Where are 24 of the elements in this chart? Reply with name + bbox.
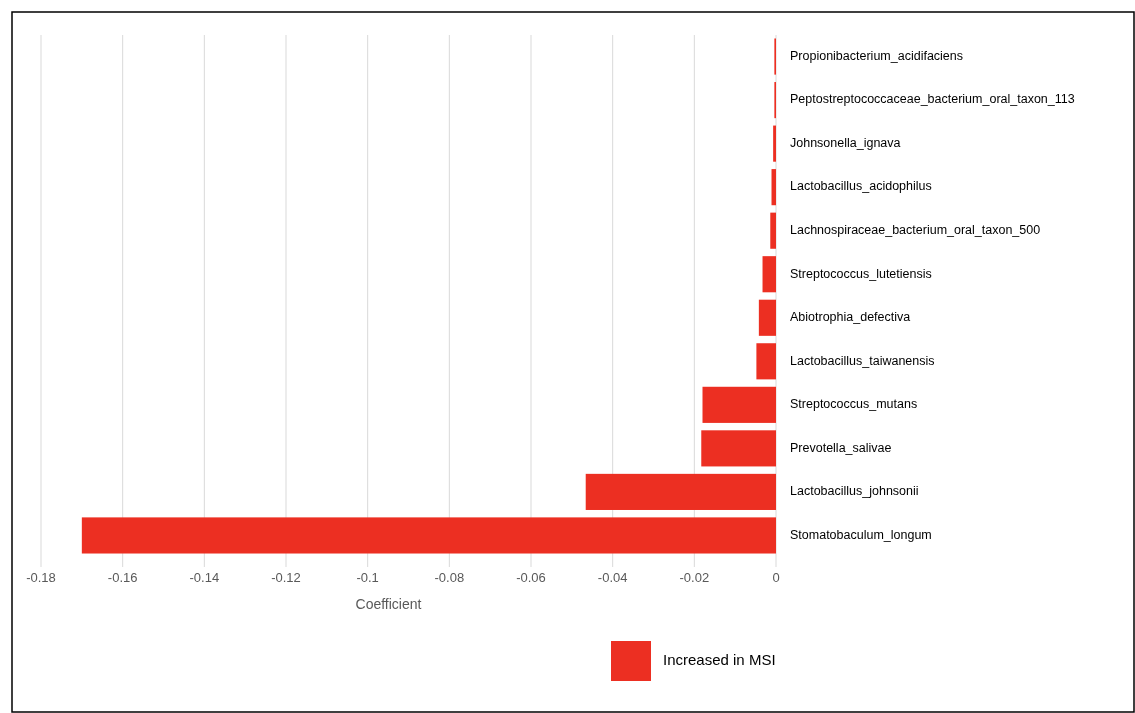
- x-tick-label: -0.18: [26, 570, 56, 585]
- x-axis-title: Coefficient: [355, 596, 422, 612]
- y-tick-label: Lachnospiraceae_bacterium_oral_taxon_500: [790, 222, 1041, 237]
- x-tick-label: -0.06: [516, 570, 546, 585]
- y-tick-label: Propionibacterium_acidifaciens: [790, 48, 964, 63]
- y-tick-label: Lactobacillus_taiwanensis: [790, 353, 935, 368]
- y-tick-label: Streptococcus_mutans: [790, 397, 918, 412]
- x-tick-label: -0.14: [189, 570, 220, 585]
- x-tick-label: 0: [772, 570, 780, 585]
- x-tick-label: -0.02: [679, 570, 710, 585]
- text: Increased in MSI: [663, 650, 776, 668]
- x-tick-label: -0.16: [107, 570, 138, 585]
- y-tick-label: Stomatobaculum_longum: [790, 527, 932, 542]
- y-tick-label: Johnsonella_ignava: [790, 135, 901, 150]
- x-tick-label: -0.1: [356, 570, 379, 585]
- y-tick-label: Lactobacillus_johnsonii: [790, 484, 919, 499]
- x-tick-label: -0.12: [271, 570, 301, 585]
- x-tick-label: -0.08: [434, 570, 465, 585]
- y-tick-label: Peptostreptococcaceae_bacterium_oral_taxon_113: [790, 92, 1075, 107]
- y-tick-label: Abiotrophia_defectiva: [790, 310, 911, 325]
- y-tick-label: Lactobacillus_acidophilus: [790, 179, 932, 194]
- x-tick-label: -0.04: [597, 570, 628, 585]
- y-tick-label: Streptococcus_lutetiensis: [790, 266, 932, 281]
- y-tick-label: Prevotella_salivae: [790, 440, 892, 455]
